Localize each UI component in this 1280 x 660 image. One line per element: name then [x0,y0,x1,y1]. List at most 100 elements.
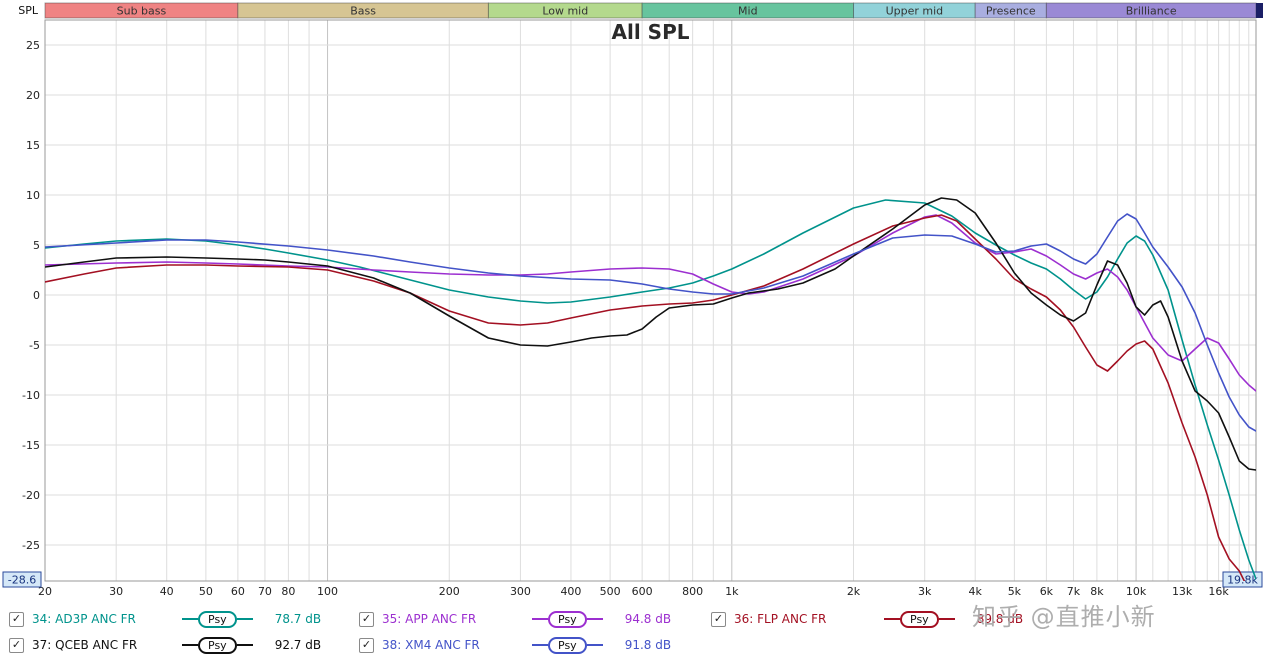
y-tick-label: 20 [26,89,40,102]
psy-control-xm4: Psy [532,636,603,654]
x-tick-label: 40 [160,585,174,598]
legend-db-value-app: 94.8 dB [624,612,672,626]
x-tick-label: 8k [1090,585,1104,598]
series-qceb [45,197,1256,471]
legend-checkbox-app[interactable]: ✓ [359,611,374,627]
x-tick-label: 2k [847,585,861,598]
trace-line-sample [532,644,548,646]
x-tick-label: 4k [969,585,983,598]
band-bass [237,2,489,19]
band-label: Low mid [542,5,588,18]
trace-line-sample [586,644,603,646]
legend-item-ad3p: ✓ 34: AD3P ANC FR Psy 78.7 dB [0,610,350,628]
series-app [45,214,1256,392]
x-tick-label: 800 [682,585,703,598]
legend-db-value-qceb: 92.7 dB [274,638,322,652]
legend-item-xm4: ✓ 38: XM4 ANC FR Psy 91.8 dB [350,636,702,654]
band-label: Sub bass [117,5,167,18]
x-tick-label: 1k [725,585,739,598]
legend-checkbox-flp[interactable]: ✓ [711,611,726,627]
x-tick-label: 600 [632,585,653,598]
trace-line-sample [236,644,253,646]
x-tick-label: 200 [439,585,460,598]
trace-line-sample [884,618,900,620]
band-label: Upper mid [886,5,944,18]
x-tick-label: 100 [317,585,338,598]
x-tick-label: 50 [199,585,213,598]
x-tick-label: 30 [109,585,123,598]
y-tick-label: 5 [33,239,40,252]
trace-line-sample [532,618,548,620]
x-tick-label: 300 [510,585,531,598]
band-label: Mid [738,5,758,18]
y-axis-title: SPL [18,4,39,17]
trace-line-sample [236,618,253,620]
band-header: Sub bass Bass Low mid Mid Upper mid Presence B… [44,2,1263,19]
legend-label-ad3p[interactable]: 34: AD3P ANC FR [32,612,136,626]
y-tick-label: -25 [22,539,40,552]
legend-db-value-flp: 89.8 dB [976,612,1024,626]
x-tick-label: 3k [918,585,932,598]
band-label: Bass [350,5,376,18]
psy-control-flp: Psy [884,610,955,628]
y-axis-labels: 25 20 15 10 5 0 -5 -10 -15 -20 -25 [22,39,40,552]
psy-button-xm4[interactable]: Psy [548,636,587,654]
series-flp [45,214,1246,581]
x-tick-label: 70 [258,585,272,598]
psy-control-app: Psy [532,610,603,628]
trace-line-sample [182,618,198,620]
x-tick-label: 13k [1172,585,1193,598]
series-ad3p [45,199,1256,580]
x-tick-label: 60 [231,585,245,598]
psy-button-app[interactable]: Psy [548,610,587,628]
band-upper-mid [853,2,976,19]
y-tick-label: 25 [26,39,40,52]
legend-checkbox-ad3p[interactable]: ✓ [9,611,24,627]
legend: ✓ 34: AD3P ANC FR Psy 78.7 dB ✓ 35: APP ANC F… [0,606,1280,658]
x-tick-label: 80 [281,585,295,598]
trace-line-sample [938,618,955,620]
psy-button-qceb[interactable]: Psy [198,636,237,654]
psy-control-ad3p: Psy [182,610,253,628]
band-label: Brilliance [1126,5,1177,18]
band-label: Presence [986,5,1036,18]
grid [44,20,1257,581]
legend-label-xm4[interactable]: 38: XM4 ANC FR [382,638,480,652]
psy-button-flp[interactable]: Psy [900,610,939,628]
x-tick-label: 7k [1067,585,1081,598]
legend-db-value-ad3p: 78.7 dB [274,612,322,626]
legend-item-qceb: ✓ 37: QCEB ANC FR Psy 92.7 dB [0,636,350,654]
y-tick-label: -5 [29,339,40,352]
x-tick-label: 6k [1040,585,1054,598]
y-min-label: -28.6 [8,574,36,587]
trace-line-sample [182,644,198,646]
legend-label-flp[interactable]: 36: FLP ANC FR [734,612,827,626]
x-tick-label: 400 [560,585,581,598]
y-tick-label: -10 [22,389,40,402]
band-header-right-cap [1256,3,1263,18]
x-tick-label: 20 [38,585,52,598]
y-tick-label: -20 [22,489,40,502]
x-tick-label: 10k [1126,585,1147,598]
legend-db-value-xm4: 91.8 dB [624,638,672,652]
x-tick-label: 5k [1008,585,1022,598]
spl-graph: Sub bass Bass Low mid Mid Upper mid Presence B… [2,2,1263,598]
x-max-box[interactable] [1222,571,1263,588]
y-tick-label: 0 [33,289,40,302]
series-xm4 [45,213,1256,432]
legend-item-flp: ✓ 36: FLP ANC FR Psy 89.8 dB [702,610,1280,628]
legend-checkbox-xm4[interactable]: ✓ [359,637,374,653]
psy-control-qceb: Psy [182,636,253,654]
trace-line-sample [586,618,603,620]
plot-border [44,19,1257,582]
legend-label-app[interactable]: 35: APP ANC FR [382,612,477,626]
y-tick-label: -15 [22,439,40,452]
legend-label-qceb[interactable]: 37: QCEB ANC FR [32,638,138,652]
curves [45,197,1256,581]
y-min-box[interactable] [2,571,42,588]
psy-button-ad3p[interactable]: Psy [198,610,237,628]
legend-checkbox-qceb[interactable]: ✓ [9,637,24,653]
x-axis-labels: 20 30 40 50 60 70 80 100 200 300 400 500 600 800 1k 2k 3… [38,571,1263,598]
x-max-label: 19.8k [1227,574,1258,587]
x-tick-label: 16k [1208,585,1229,598]
